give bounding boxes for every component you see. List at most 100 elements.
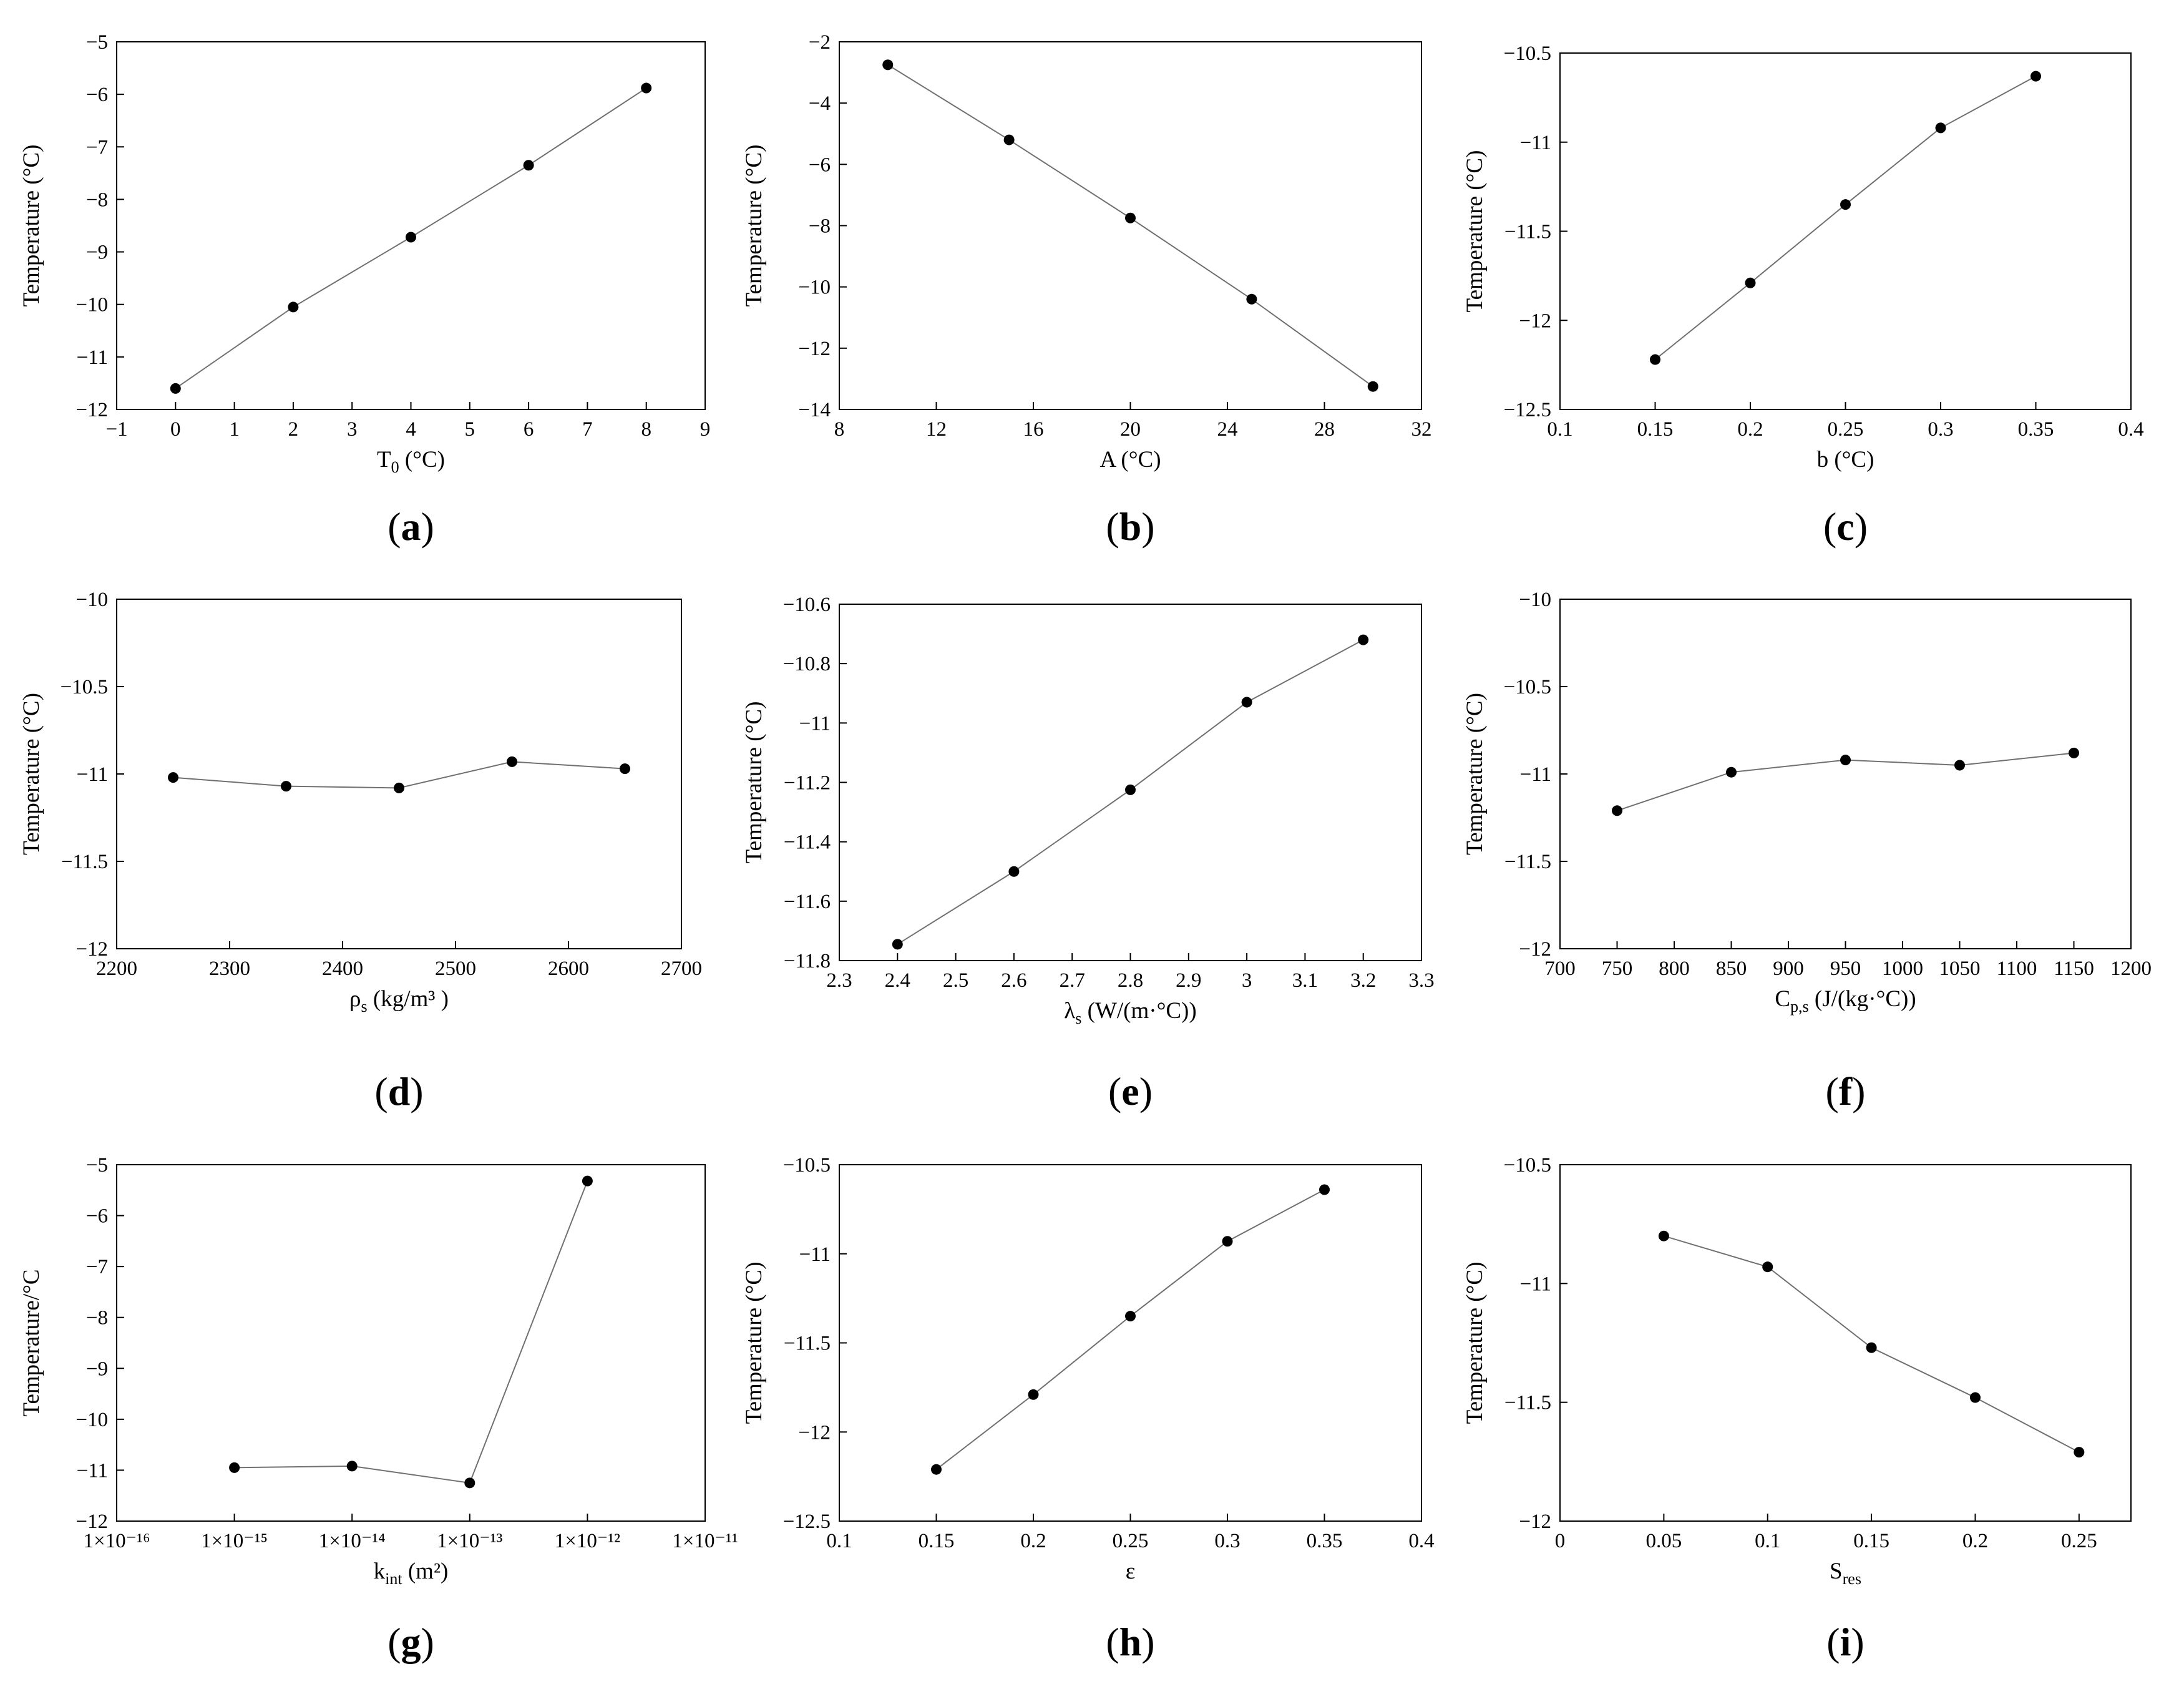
x-tick-label: 0.3	[1928, 418, 1953, 441]
panel-label-letter: b	[1119, 504, 1142, 549]
y-tick-label: −11.8	[784, 950, 831, 972]
y-tick-label: −8	[809, 215, 831, 238]
data-point	[1367, 381, 1378, 392]
x-tick-label: 2.8	[1118, 969, 1143, 992]
plot-frame	[1559, 1164, 2132, 1522]
y-tick-label: −10.5	[1504, 42, 1551, 65]
x-tick-label: 0.25	[2061, 1530, 2097, 1552]
data-point	[1008, 866, 1020, 877]
data-point	[1612, 805, 1622, 816]
panel-label-d: (d)	[374, 1069, 423, 1114]
y-tick-label: −11	[799, 712, 831, 735]
x-tick-label: 8	[834, 418, 845, 441]
panel-label-letter: d	[388, 1069, 411, 1114]
data-point	[1125, 784, 1136, 795]
x-tick-label: 2500	[435, 957, 476, 980]
data-point	[170, 383, 181, 394]
data-point	[1745, 277, 1756, 288]
chart-panel-f: 700 750 800 850 900 950 1000 1050 1100 1150 1200 −1…	[1462, 589, 2152, 1016]
x-tick-label: 2.6	[1001, 969, 1026, 992]
x-tick-label: 28	[1314, 418, 1335, 441]
x-tick-label: 0.1	[826, 1530, 852, 1552]
y-tick-label: −11.5	[1504, 851, 1551, 873]
plot-frame	[839, 604, 1422, 961]
y-tick-label: −12	[1519, 1510, 1551, 1533]
y-tick-label: −10.5	[1504, 1154, 1551, 1177]
y-axis-title: Temperature (°C)	[19, 693, 44, 855]
x-tick-label: 0	[1555, 1530, 1566, 1552]
y-tick-label: −6	[86, 1205, 108, 1228]
y-tick-label: −11	[77, 346, 108, 369]
y-tick-label: −10.5	[1504, 676, 1551, 698]
y-tick-label: −9	[86, 1358, 108, 1380]
y-tick-label: −10	[798, 277, 831, 299]
panel-label-letter: h	[1119, 1620, 1142, 1664]
y-tick-label: −11.2	[784, 772, 831, 795]
x-tick-label: 8	[641, 418, 651, 441]
y-tick-label: −12.5	[1504, 399, 1551, 421]
panel-label-letter: g	[401, 1620, 421, 1664]
y-tick-label: −11	[77, 763, 108, 786]
x-tick-label: 1150	[2054, 957, 2094, 980]
x-tick-label: 1200	[2110, 957, 2152, 980]
y-tick-label: −8	[86, 1307, 108, 1329]
y-tick-label: −10	[76, 294, 108, 316]
plot-frame	[1559, 599, 2132, 949]
y-tick-label: −11.5	[61, 851, 108, 873]
y-tick-label: −11	[1520, 132, 1551, 154]
series-line	[1654, 76, 2036, 360]
chart-panel-e: 2.3 2.4 2.5 2.6 2.7 2.8 2.9 3 3.1 3.2 3.3 −11.8 −11.…	[741, 594, 1435, 1027]
y-tick-label: −10	[1519, 589, 1551, 611]
data-point	[464, 1477, 475, 1489]
y-axis-title: Temperature (°C)	[19, 145, 44, 307]
x-tick-label: 6	[524, 418, 534, 441]
data-point	[1358, 634, 1369, 645]
y-tick-label: −7	[86, 1256, 108, 1278]
x-tick-label: 12	[926, 418, 947, 441]
y-tick-label: −12	[76, 938, 108, 961]
chart-panel-d: 2200 2300 2400 2500 2600 2700 −12 −11.5 −11 −10.5…	[19, 589, 702, 1016]
x-tick-label: 800	[1659, 957, 1690, 980]
x-tick-label: 1×10⁻¹⁴	[319, 1530, 386, 1552]
data-point	[1650, 354, 1660, 365]
x-tick-label: 2600	[548, 957, 589, 980]
x-tick-label: 0.4	[1408, 1530, 1434, 1552]
data-point	[1935, 122, 1946, 134]
x-tick-label: 0.2	[1737, 418, 1763, 441]
x-tick-label: 0.15	[1637, 418, 1674, 441]
y-axis-title: Temperature (°C)	[1462, 1262, 1488, 1424]
x-axis-title: Cp,s (J/(kg·°C))	[1775, 986, 1916, 1016]
data-point	[523, 160, 534, 171]
series-line	[887, 64, 1373, 387]
x-tick-label: 0.3	[1214, 1530, 1240, 1552]
data-point	[641, 82, 652, 94]
y-tick-label: −12	[76, 399, 108, 421]
x-tick-label: 20	[1120, 418, 1141, 441]
y-tick-label: −11.5	[784, 1333, 831, 1355]
x-tick-label: 0.15	[919, 1530, 955, 1552]
y-tick-label: −5	[86, 1154, 108, 1177]
y-tick-label: −4	[809, 92, 831, 115]
y-axis-title: Temperature (°C)	[1462, 150, 1488, 313]
x-tick-label: 5	[465, 418, 475, 441]
y-tick-label: −11.4	[784, 831, 831, 854]
x-tick-label: 16	[1023, 418, 1044, 441]
x-tick-label: 0.25	[1113, 1530, 1149, 1552]
chart-panel-a: −1 0 1 2 3 4 5 6 7 8 9−12−11−10−9−8−7−6−5T0 (°C)Te…	[19, 31, 710, 476]
series-line	[234, 1180, 588, 1484]
x-tick-label: 2.9	[1176, 969, 1201, 992]
y-tick-label: −11.6	[784, 891, 831, 913]
x-tick-label: 3	[347, 418, 358, 441]
data-point	[1241, 697, 1252, 708]
x-tick-label: 2200	[96, 957, 137, 980]
panel-label-c: (c)	[1823, 504, 1868, 549]
data-point	[507, 756, 517, 767]
y-tick-label: −6	[809, 154, 831, 176]
x-tick-label: 1×10⁻¹⁵	[201, 1530, 268, 1552]
panel-label-letter: e	[1121, 1069, 1139, 1114]
panel-label-letter: f	[1839, 1069, 1853, 1114]
x-tick-label: 24	[1217, 418, 1238, 441]
x-tick-label: 0.2	[1020, 1530, 1046, 1552]
data-point	[394, 782, 404, 793]
x-axis-title: kint (m²)	[374, 1559, 449, 1588]
